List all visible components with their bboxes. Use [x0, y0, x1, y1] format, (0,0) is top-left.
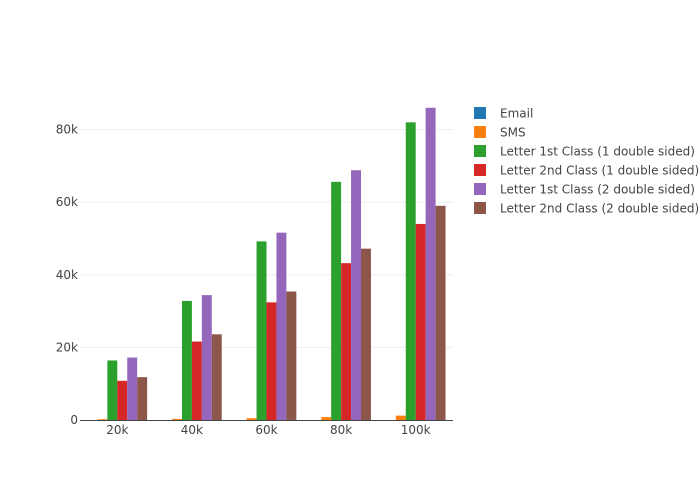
bar — [425, 107, 436, 421]
legend-label: Letter 1st Class (1 double sided) — [500, 145, 695, 159]
legend-swatch — [474, 202, 486, 214]
bar — [97, 419, 108, 420]
bar — [246, 418, 257, 420]
bar — [127, 357, 138, 420]
legend-label: Letter 2nd Class (2 double sided) — [500, 202, 699, 216]
bar — [415, 223, 426, 420]
bar — [172, 418, 182, 420]
y-tick-label: 80k — [56, 123, 78, 137]
x-tick-label: 40k — [181, 423, 203, 437]
legend-label: Letter 1st Class (2 double sided) — [500, 183, 695, 197]
y-tick-label: 40k — [56, 268, 78, 282]
y-tick-label: 60k — [56, 195, 78, 209]
bar — [395, 415, 406, 420]
bar — [117, 380, 128, 420]
bar — [211, 334, 222, 420]
axis-layer: 0 20k 40k 60k 80k 20k 40k 60k 80k 100k — [56, 123, 453, 437]
bar — [266, 302, 277, 420]
legend-label: SMS — [500, 126, 526, 140]
legend-swatch — [474, 145, 486, 157]
bar — [286, 291, 297, 420]
bar-layer — [97, 107, 446, 421]
bar — [137, 377, 148, 420]
bar — [321, 417, 332, 420]
legend-item[interactable]: Letter 2nd Class (2 double sided) — [474, 202, 699, 216]
bar — [107, 360, 118, 420]
legend-swatch — [474, 107, 486, 119]
legend-item[interactable]: SMS — [474, 126, 526, 140]
bar — [351, 170, 361, 420]
legend-swatch — [474, 164, 486, 176]
bar — [341, 263, 352, 420]
x-tick-label: 20k — [106, 423, 128, 437]
bar — [435, 205, 446, 420]
legend[interactable]: Email SMS Letter 1st Class (1 double sided… — [474, 107, 699, 216]
x-tick-label: 100k — [401, 423, 431, 437]
x-tick-label: 60k — [255, 423, 277, 437]
y-tick-label: 0 — [70, 413, 78, 427]
bar — [331, 181, 342, 420]
bar — [360, 248, 371, 420]
legend-swatch — [474, 183, 486, 195]
legend-item[interactable]: Letter 2nd Class (1 double sided) — [474, 164, 699, 178]
bar — [405, 122, 416, 420]
y-tick-label: 20k — [56, 340, 78, 354]
bar — [191, 341, 202, 420]
bar — [256, 241, 267, 420]
legend-item[interactable]: Letter 1st Class (1 double sided) — [474, 145, 695, 159]
legend-swatch — [474, 126, 486, 138]
bar — [181, 300, 192, 420]
x-tick-label: 80k — [330, 423, 352, 437]
legend-label: Email — [500, 107, 533, 121]
legend-item[interactable]: Letter 1st Class (2 double sided) — [474, 183, 695, 197]
legend-label: Letter 2nd Class (1 double sided) — [500, 164, 699, 178]
bar — [201, 295, 212, 420]
legend-item[interactable]: Email — [474, 107, 533, 121]
bar — [276, 232, 287, 420]
